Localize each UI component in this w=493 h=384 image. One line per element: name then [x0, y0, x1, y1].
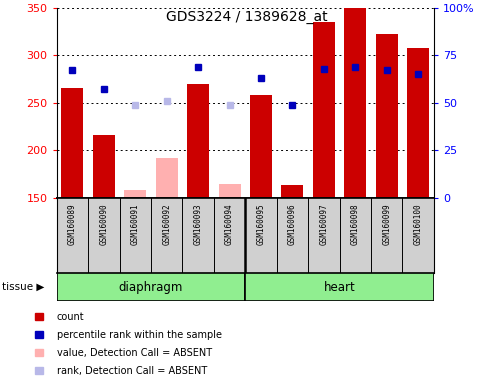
Text: GSM160091: GSM160091 — [131, 204, 140, 245]
Text: GSM160090: GSM160090 — [99, 204, 108, 245]
Bar — [124, 190, 146, 198]
Text: GSM160096: GSM160096 — [288, 204, 297, 245]
Text: GDS3224 / 1389628_at: GDS3224 / 1389628_at — [166, 10, 327, 23]
Text: value, Detection Call = ABSENT: value, Detection Call = ABSENT — [57, 348, 212, 358]
Bar — [376, 34, 398, 198]
Text: GSM160095: GSM160095 — [256, 204, 266, 245]
Bar — [344, 8, 366, 198]
Text: GSM160089: GSM160089 — [68, 204, 77, 245]
Text: GSM160092: GSM160092 — [162, 204, 171, 245]
Text: rank, Detection Call = ABSENT: rank, Detection Call = ABSENT — [57, 366, 207, 376]
Text: GSM160099: GSM160099 — [382, 204, 391, 245]
Text: diaphragm: diaphragm — [119, 281, 183, 293]
Text: GSM160097: GSM160097 — [319, 204, 328, 245]
Bar — [62, 88, 83, 198]
Text: GSM160094: GSM160094 — [225, 204, 234, 245]
Bar — [187, 84, 209, 198]
Bar — [156, 158, 177, 198]
Text: GSM160100: GSM160100 — [414, 204, 423, 245]
Text: tissue ▶: tissue ▶ — [2, 282, 45, 292]
Bar — [407, 48, 429, 198]
Bar — [313, 22, 335, 198]
Text: heart: heart — [324, 281, 355, 293]
Bar — [245, 273, 434, 301]
Text: GSM160093: GSM160093 — [194, 204, 203, 245]
Bar — [282, 185, 303, 198]
Text: percentile rank within the sample: percentile rank within the sample — [57, 330, 222, 340]
Bar — [218, 184, 241, 198]
Text: GSM160098: GSM160098 — [351, 204, 360, 245]
Bar — [57, 273, 245, 301]
Text: count: count — [57, 312, 84, 322]
Bar — [250, 95, 272, 198]
Bar — [93, 135, 115, 198]
